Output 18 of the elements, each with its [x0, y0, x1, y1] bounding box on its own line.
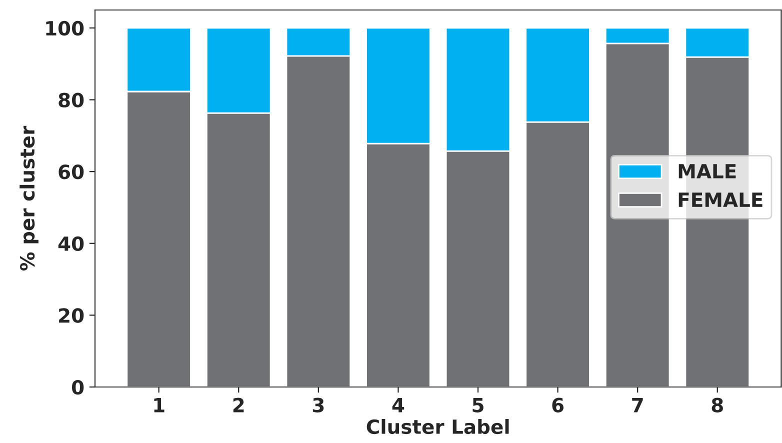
legend-label: MALE: [678, 164, 736, 178]
y-tick-label: 80: [58, 92, 84, 108]
y-tick-label: 100: [46, 20, 84, 36]
x-tick-label: 6: [552, 398, 564, 412]
x-tick-label: 2: [233, 398, 244, 412]
y-tick-label: 60: [58, 164, 84, 180]
x-tick-label: 8: [712, 398, 723, 412]
y-tick-label: 0: [72, 380, 84, 395]
legend-label: FEMALE: [678, 192, 762, 207]
y-tick-label: 40: [58, 236, 84, 252]
x-tick-label: 5: [472, 398, 484, 412]
x-tick-label: 1: [154, 398, 164, 412]
x-tick-label: 4: [392, 398, 404, 412]
x-axis-title: Cluster Label: [366, 419, 509, 434]
y-tick-label: 20: [59, 308, 84, 323]
x-tick-label: 7: [632, 398, 643, 412]
y-axis-title: % per cluster: [20, 126, 38, 271]
x-tick-label: 3: [312, 398, 324, 412]
